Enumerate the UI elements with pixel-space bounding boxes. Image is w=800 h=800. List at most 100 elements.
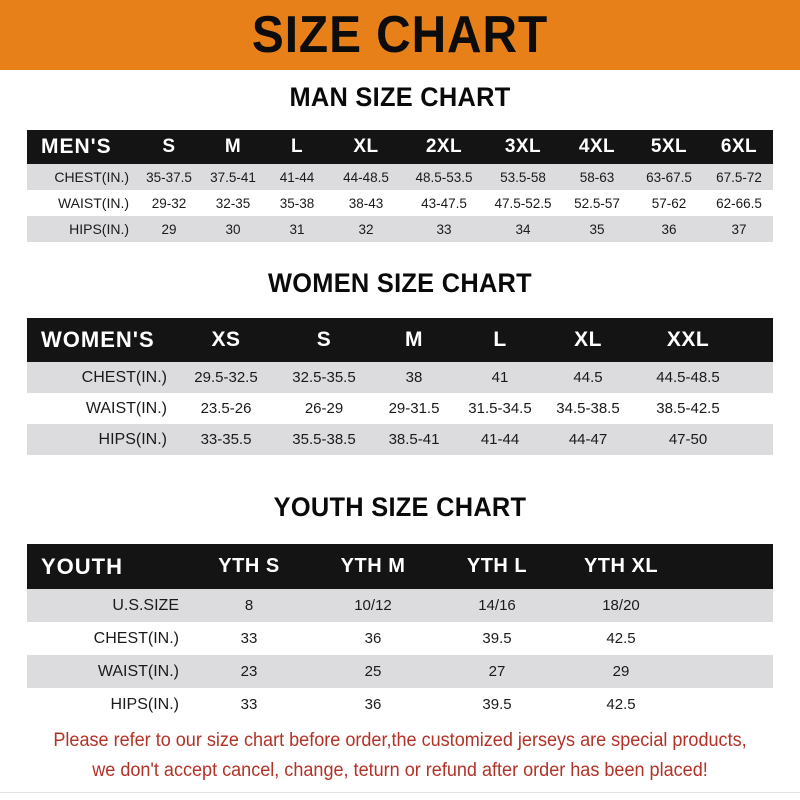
women-col-header-s: S: [277, 318, 371, 362]
men-hips-2xl: 33: [403, 216, 485, 242]
men-row-label-hips: HIPS(IN.): [27, 216, 137, 242]
men-chest-5xl: 63-67.5: [633, 164, 705, 190]
women-chest-xl: 44.5: [543, 362, 633, 393]
women-chest-l: 41: [457, 362, 543, 393]
women-chest-xxl: 44.5-48.5: [633, 362, 743, 393]
women-hips-l: 41-44: [457, 424, 543, 455]
men-waist-m: 32-35: [201, 190, 265, 216]
youth-us-size-filler: [683, 589, 773, 622]
youth-chest-m: 36: [311, 622, 435, 655]
men-chest-m: 37.5-41: [201, 164, 265, 190]
youth-us-size-xl: 18/20: [559, 589, 683, 622]
youth-col-header-yth-m: YTH M: [311, 544, 435, 589]
men-chest-6xl: 67.5-72: [705, 164, 773, 190]
men-chest-2xl: 48.5-53.5: [403, 164, 485, 190]
youth-us-size-s: 8: [187, 589, 311, 622]
youth-hips-xl: 42.5: [559, 688, 683, 721]
women-row-waist: WAIST(IN.) 23.5-26 26-29 29-31.5 31.5-34…: [27, 393, 773, 424]
men-size-table: MEN'S S M L XL 2XL 3XL 4XL 5XL 6XL CHEST…: [27, 130, 773, 242]
youth-waist-s: 23: [187, 655, 311, 688]
women-row-hips: HIPS(IN.) 33-35.5 35.5-38.5 38.5-41 41-4…: [27, 424, 773, 455]
women-chest-filler: [743, 362, 773, 393]
women-chest-s: 32.5-35.5: [277, 362, 371, 393]
youth-row-label-us-size: U.S.SIZE: [27, 589, 187, 622]
men-chest-xl: 44-48.5: [329, 164, 403, 190]
women-col-header-xs: XS: [175, 318, 277, 362]
women-row-label-chest: CHEST(IN.): [27, 362, 175, 393]
men-row-label-chest: CHEST(IN.): [27, 164, 137, 190]
men-waist-5xl: 57-62: [633, 190, 705, 216]
youth-row-waist: WAIST(IN.) 23 25 27 29: [27, 655, 773, 688]
men-hips-4xl: 35: [561, 216, 633, 242]
women-chest-xs: 29.5-32.5: [175, 362, 277, 393]
men-row-chest: CHEST(IN.) 35-37.5 37.5-41 41-44 44-48.5…: [27, 164, 773, 190]
youth-waist-xl: 29: [559, 655, 683, 688]
youth-row-label-waist: WAIST(IN.): [27, 655, 187, 688]
women-col-header-l: L: [457, 318, 543, 362]
women-table-header-row: WOMEN'S XS S M L XL XXL: [27, 318, 773, 362]
footer-line-1: Please refer to our size chart before or…: [53, 730, 747, 751]
youth-corner-label: YOUTH: [27, 544, 187, 589]
men-waist-xl: 38-43: [329, 190, 403, 216]
youth-header-filler: [683, 544, 773, 589]
youth-row-us-size: U.S.SIZE 8 10/12 14/16 18/20: [27, 589, 773, 622]
women-size-table: WOMEN'S XS S M L XL XXL CHEST(IN.) 29.5-…: [27, 318, 773, 455]
women-waist-l: 31.5-34.5: [457, 393, 543, 424]
women-header-filler: [743, 318, 773, 362]
women-hips-xl: 44-47: [543, 424, 633, 455]
youth-chest-filler: [683, 622, 773, 655]
women-waist-xs: 23.5-26: [175, 393, 277, 424]
women-hips-xxl: 47-50: [633, 424, 743, 455]
men-hips-xl: 32: [329, 216, 403, 242]
youth-chest-s: 33: [187, 622, 311, 655]
youth-row-label-chest: CHEST(IN.): [27, 622, 187, 655]
men-row-label-waist: WAIST(IN.): [27, 190, 137, 216]
men-chest-s: 35-37.5: [137, 164, 201, 190]
women-row-chest: CHEST(IN.) 29.5-32.5 32.5-35.5 38 41 44.…: [27, 362, 773, 393]
footer-disclaimer: Please refer to our size chart before or…: [20, 726, 780, 786]
men-size-section: MAN SIZE CHART MEN'S S M L XL 2XL 3XL 4X…: [0, 82, 800, 242]
women-size-section: WOMEN SIZE CHART WOMEN'S XS S M L XL XXL: [0, 268, 800, 455]
men-col-header-3xl: 3XL: [485, 130, 561, 164]
youth-waist-m: 25: [311, 655, 435, 688]
men-row-hips: HIPS(IN.) 29 30 31 32 33 34 35 36 37: [27, 216, 773, 242]
youth-size-table: YOUTH YTH S YTH M YTH L YTH XL U.S.SIZE …: [27, 544, 773, 721]
youth-us-size-l: 14/16: [435, 589, 559, 622]
women-waist-xxl: 38.5-42.5: [633, 393, 743, 424]
women-chest-m: 38: [371, 362, 457, 393]
men-chest-l: 41-44: [265, 164, 329, 190]
youth-row-hips: HIPS(IN.) 33 36 39.5 42.5: [27, 688, 773, 721]
men-col-header-xl: XL: [329, 130, 403, 164]
youth-size-section: YOUTH SIZE CHART YOUTH YTH S YTH M YTH L…: [0, 492, 800, 721]
men-waist-4xl: 52.5-57: [561, 190, 633, 216]
youth-table-header-row: YOUTH YTH S YTH M YTH L YTH XL: [27, 544, 773, 589]
men-section-title: MAN SIZE CHART: [289, 82, 511, 112]
men-hips-6xl: 37: [705, 216, 773, 242]
men-corner-label: MEN'S: [27, 130, 137, 164]
men-hips-l: 31: [265, 216, 329, 242]
women-waist-xl: 34.5-38.5: [543, 393, 633, 424]
page-title: SIZE CHART: [251, 6, 549, 64]
women-hips-s: 35.5-38.5: [277, 424, 371, 455]
men-col-header-2xl: 2XL: [403, 130, 485, 164]
youth-hips-m: 36: [311, 688, 435, 721]
youth-waist-filler: [683, 655, 773, 688]
men-hips-m: 30: [201, 216, 265, 242]
youth-col-header-yth-s: YTH S: [187, 544, 311, 589]
men-col-header-m: M: [201, 130, 265, 164]
men-hips-3xl: 34: [485, 216, 561, 242]
youth-section-title: YOUTH SIZE CHART: [273, 492, 527, 522]
men-waist-2xl: 43-47.5: [403, 190, 485, 216]
men-col-header-6xl: 6XL: [705, 130, 773, 164]
men-table-header-row: MEN'S S M L XL 2XL 3XL 4XL 5XL 6XL: [27, 130, 773, 164]
men-waist-s: 29-32: [137, 190, 201, 216]
youth-hips-s: 33: [187, 688, 311, 721]
men-chest-3xl: 53.5-58: [485, 164, 561, 190]
women-row-label-hips: HIPS(IN.): [27, 424, 175, 455]
women-waist-m: 29-31.5: [371, 393, 457, 424]
women-row-label-waist: WAIST(IN.): [27, 393, 175, 424]
youth-chest-xl: 42.5: [559, 622, 683, 655]
men-col-header-l: L: [265, 130, 329, 164]
men-waist-l: 35-38: [265, 190, 329, 216]
